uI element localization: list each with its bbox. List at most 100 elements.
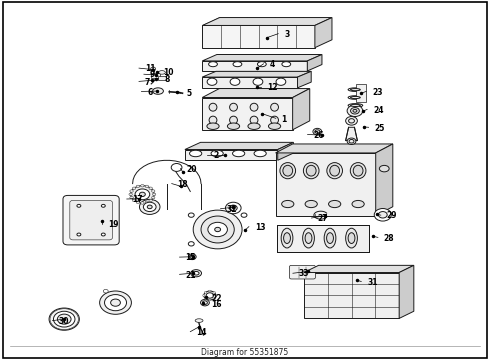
Ellipse shape [99,291,131,314]
Ellipse shape [283,165,293,176]
Ellipse shape [209,299,211,301]
Text: 2: 2 [213,151,219,160]
Ellipse shape [147,205,152,209]
Ellipse shape [305,233,312,243]
Text: 5: 5 [186,89,192,98]
Ellipse shape [207,78,217,85]
Ellipse shape [211,150,223,157]
Polygon shape [399,265,414,319]
Ellipse shape [324,228,336,248]
Ellipse shape [190,150,202,157]
Ellipse shape [348,233,355,243]
Text: 31: 31 [367,278,378,287]
Ellipse shape [140,192,146,197]
Text: 3: 3 [284,30,289,39]
Text: 23: 23 [372,87,383,96]
Text: 21: 21 [185,270,196,279]
Ellipse shape [57,314,71,324]
Ellipse shape [132,199,136,202]
Ellipse shape [350,163,366,179]
Polygon shape [202,98,293,130]
Polygon shape [293,89,310,130]
Ellipse shape [209,103,217,111]
Ellipse shape [101,233,105,236]
Ellipse shape [282,62,291,67]
Text: 27: 27 [318,214,328,223]
Ellipse shape [230,78,240,85]
Text: 7: 7 [145,78,150,87]
Ellipse shape [253,78,263,85]
Ellipse shape [282,201,294,208]
Ellipse shape [104,294,126,311]
Text: 32: 32 [226,205,237,214]
Polygon shape [376,144,393,216]
Text: 28: 28 [384,234,394,243]
Ellipse shape [303,228,315,248]
Ellipse shape [135,189,150,200]
Polygon shape [202,71,311,77]
Ellipse shape [350,108,359,114]
Ellipse shape [374,208,392,221]
Ellipse shape [141,184,144,187]
Polygon shape [315,18,332,48]
Ellipse shape [141,202,144,204]
Polygon shape [202,77,297,88]
Ellipse shape [209,290,211,292]
Ellipse shape [230,116,238,124]
Polygon shape [277,225,369,252]
Ellipse shape [213,291,216,293]
Ellipse shape [171,163,182,171]
Polygon shape [307,54,322,71]
Ellipse shape [140,199,160,215]
Polygon shape [278,142,294,160]
Ellipse shape [276,78,286,85]
Text: 26: 26 [314,131,324,140]
Ellipse shape [348,96,363,99]
Polygon shape [202,26,315,48]
Ellipse shape [130,190,133,192]
Ellipse shape [327,233,333,243]
Text: 14: 14 [196,328,207,337]
Ellipse shape [136,201,140,203]
Polygon shape [202,18,332,26]
Ellipse shape [233,62,242,67]
Ellipse shape [250,103,258,111]
Ellipse shape [130,197,133,199]
Ellipse shape [233,150,245,157]
Ellipse shape [281,228,293,248]
Ellipse shape [215,227,220,231]
Ellipse shape [269,123,281,130]
FancyBboxPatch shape [63,195,119,245]
Ellipse shape [152,193,156,195]
Bar [158,76,166,80]
Text: 18: 18 [177,180,188,189]
Ellipse shape [145,185,148,188]
Ellipse shape [313,129,322,135]
Text: 22: 22 [212,294,222,303]
Text: 19: 19 [108,220,119,229]
Ellipse shape [208,222,227,237]
Ellipse shape [204,298,207,300]
Ellipse shape [190,255,195,258]
Ellipse shape [327,163,343,179]
Text: 12: 12 [267,83,277,92]
Text: 16: 16 [211,300,221,309]
Ellipse shape [215,294,217,296]
Polygon shape [185,149,278,160]
Ellipse shape [149,187,152,189]
Ellipse shape [303,163,319,179]
Ellipse shape [151,67,156,71]
Text: 30: 30 [58,317,69,326]
Ellipse shape [350,96,360,99]
Ellipse shape [204,291,207,293]
Ellipse shape [378,212,387,218]
Polygon shape [185,142,294,149]
Text: 24: 24 [373,105,384,114]
Ellipse shape [330,165,340,176]
Polygon shape [304,265,414,273]
Ellipse shape [284,233,291,243]
Ellipse shape [209,116,217,124]
Text: 20: 20 [186,165,197,174]
Polygon shape [304,273,399,319]
Text: Diagram for 55351875: Diagram for 55351875 [201,348,289,357]
